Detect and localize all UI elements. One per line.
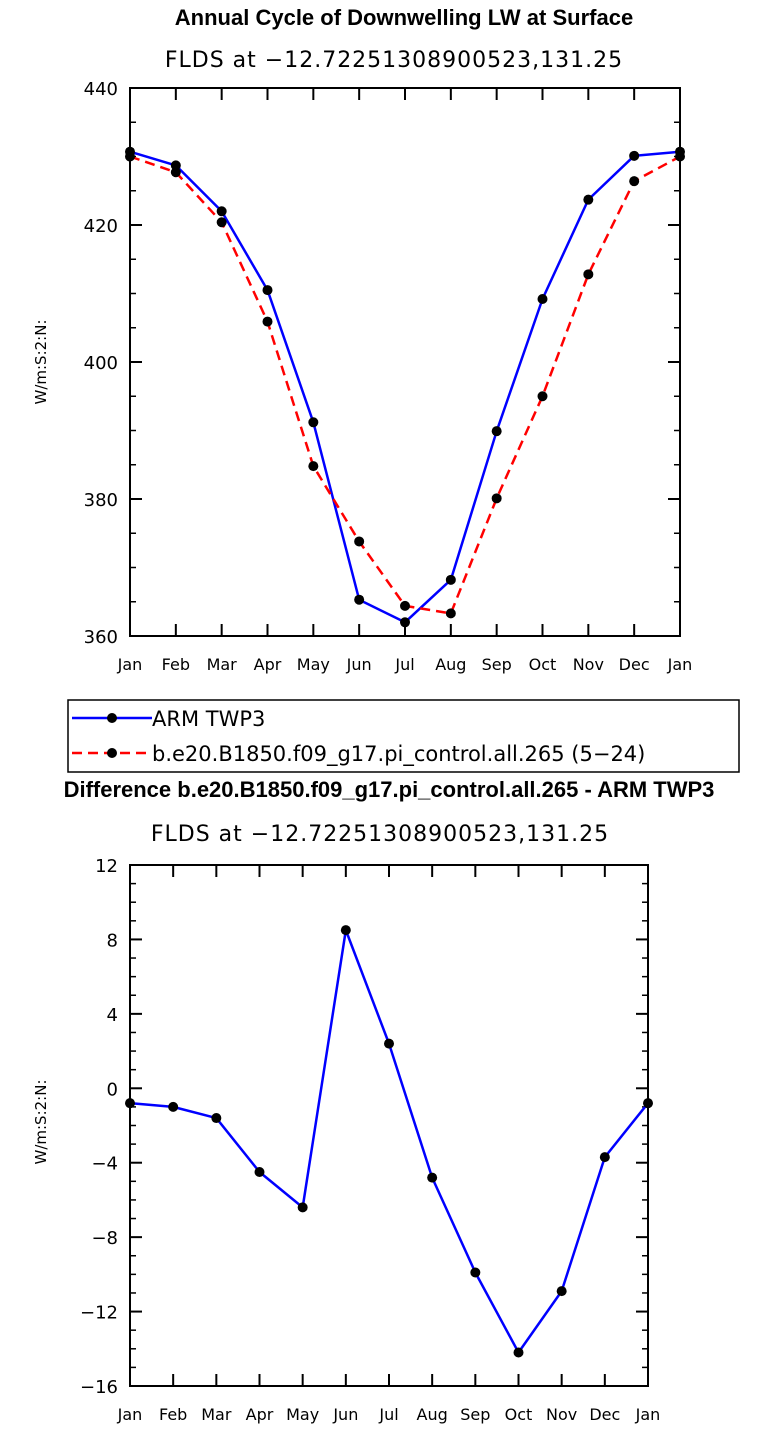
bottom-ytick-label: −4 (91, 1154, 118, 1175)
top-series-1-point (354, 536, 365, 547)
top-chart-subtitle: FLDS at −12.72251308900523,131.25 (165, 48, 623, 73)
top-xtick-label: Feb (162, 655, 190, 674)
bottom-chart-axes: −16 −12 −8 −4 0 4 8 12 Jan Feb Mar Apr May Jun Jul Aug S… (80, 856, 660, 1424)
top-xtick-label: Jun (346, 655, 372, 674)
bottom-xtick-label: Jul (378, 1405, 398, 1424)
top-series-1-point (491, 493, 502, 504)
top-xtick-label: May (297, 655, 330, 674)
bottom-xtick-label: Nov (546, 1405, 577, 1424)
top-series-1-point (308, 461, 319, 472)
bottom-series-0-point (556, 1286, 567, 1297)
bottom-ytick-label: 4 (107, 1005, 118, 1026)
bottom-xtick-label: Feb (159, 1405, 187, 1424)
legend-box (67, 699, 740, 773)
top-plot-frame (129, 87, 681, 637)
top-series-line-0 (129, 150, 681, 624)
bottom-chart-series (125, 925, 653, 1358)
top-xtick-label: Mar (207, 655, 238, 674)
bottom-ytick-label: −8 (91, 1228, 118, 1249)
top-ytick-label: 380 (84, 490, 118, 511)
top-chart-axes: 360 380 400 420 440 Jan Feb Mar Apr May Jun Jul Aug S… (84, 79, 693, 674)
top-xtick-label: Nov (573, 655, 604, 674)
bottom-series-0-point (168, 1101, 179, 1112)
bottom-xtick-label: Aug (417, 1405, 448, 1424)
legend-label-arm: ARM TWP3 (152, 707, 265, 731)
bottom-chart-title: Difference b.e20.B1850.f09_g17.pi_contro… (64, 777, 715, 802)
top-xtick-label: Aug (435, 655, 466, 674)
top-xtick-label: Oct (529, 655, 557, 674)
top-series-0-point (537, 293, 548, 304)
top-series-0-point (308, 417, 319, 428)
bottom-xtick-label: Sep (460, 1405, 490, 1424)
bottom-series-0-point (125, 1098, 135, 1109)
top-series-1-point (400, 600, 410, 611)
top-series-0-point (445, 574, 456, 585)
bottom-series-0-point (254, 1167, 265, 1178)
top-series-1-point (445, 608, 456, 619)
bottom-xtick-label: Jun (332, 1405, 358, 1424)
top-series-0-point (400, 617, 410, 628)
top-series-0-point (354, 594, 365, 605)
top-series-0-point (170, 160, 181, 171)
bottom-chart-subtitle: FLDS at −12.72251308900523,131.25 (151, 822, 609, 847)
bottom-series-0-point (211, 1113, 222, 1124)
top-ytick-label: 440 (84, 79, 118, 100)
bottom-series-0-point (470, 1267, 481, 1278)
top-series-1-point (125, 151, 135, 162)
bottom-series-0-point (297, 1202, 308, 1213)
top-series-0-point (629, 150, 640, 161)
bottom-xtick-label: Apr (246, 1405, 274, 1424)
top-chart-title: Annual Cycle of Downwelling LW at Surfac… (175, 5, 633, 30)
top-xtick-label: Dec (619, 655, 650, 674)
bottom-ytick-label: 8 (107, 930, 118, 951)
bottom-xtick-label: Oct (505, 1405, 533, 1424)
top-series-1-point (629, 176, 640, 187)
bottom-xtick-label: May (286, 1405, 319, 1424)
bottom-xtick-label: Mar (201, 1405, 232, 1424)
top-ytick-label: 400 (84, 353, 118, 374)
top-xtick-label: Sep (482, 655, 512, 674)
bottom-xtick-label: Jan (635, 1405, 661, 1424)
bottom-series-0-point (384, 1038, 394, 1049)
bottom-ytick-label: 12 (95, 856, 118, 877)
top-series-1-point (216, 217, 227, 228)
bottom-series-0-point (427, 1172, 438, 1183)
legend-marker-model (107, 748, 117, 758)
top-series-1-point (583, 269, 594, 280)
bottom-ytick-label: −12 (80, 1303, 118, 1324)
top-series-line-1 (129, 155, 681, 615)
top-xtick-label: Jan (117, 655, 143, 674)
bottom-plot-frame (129, 864, 649, 1387)
top-series-1-point (537, 391, 548, 402)
top-ytick-label: 420 (84, 216, 118, 237)
bottom-chart-ylabel: W/m:S:2:N: (32, 1080, 50, 1165)
bottom-series-0-point (513, 1347, 524, 1358)
bottom-xtick-label: Dec (589, 1405, 620, 1424)
bottom-series-line-0 (129, 928, 649, 1354)
bottom-ytick-label: 0 (107, 1079, 118, 1100)
top-series-1-point (675, 151, 685, 162)
top-chart-series (125, 146, 685, 628)
bottom-series-0-point (643, 1098, 653, 1109)
top-series-1-point (262, 316, 273, 327)
top-series-0-point (262, 285, 273, 296)
bottom-series-0-point (340, 925, 351, 936)
top-series-0-point (216, 206, 227, 217)
bottom-ytick-label: −16 (80, 1377, 118, 1398)
top-xtick-label: Jan (667, 655, 693, 674)
bottom-xtick-label: Jan (117, 1405, 143, 1424)
legend-label-model: b.e20.B1850.f09_g17.pi_control.all.265 (… (152, 742, 645, 767)
top-ytick-label: 360 (84, 627, 118, 648)
top-xtick-label: Apr (254, 655, 282, 674)
top-series-0-point (583, 194, 594, 205)
legend-marker-arm (107, 713, 117, 723)
bottom-series-0-point (599, 1152, 610, 1163)
top-series-0-point (491, 426, 502, 437)
top-series-1-point (170, 167, 181, 178)
top-chart-ylabel: W/m:S:2:N: (32, 320, 50, 405)
legend: ARM TWP3 b.e20.B1850.f09_g17.pi_control.… (67, 699, 740, 773)
top-xtick-label: Jul (394, 655, 414, 674)
